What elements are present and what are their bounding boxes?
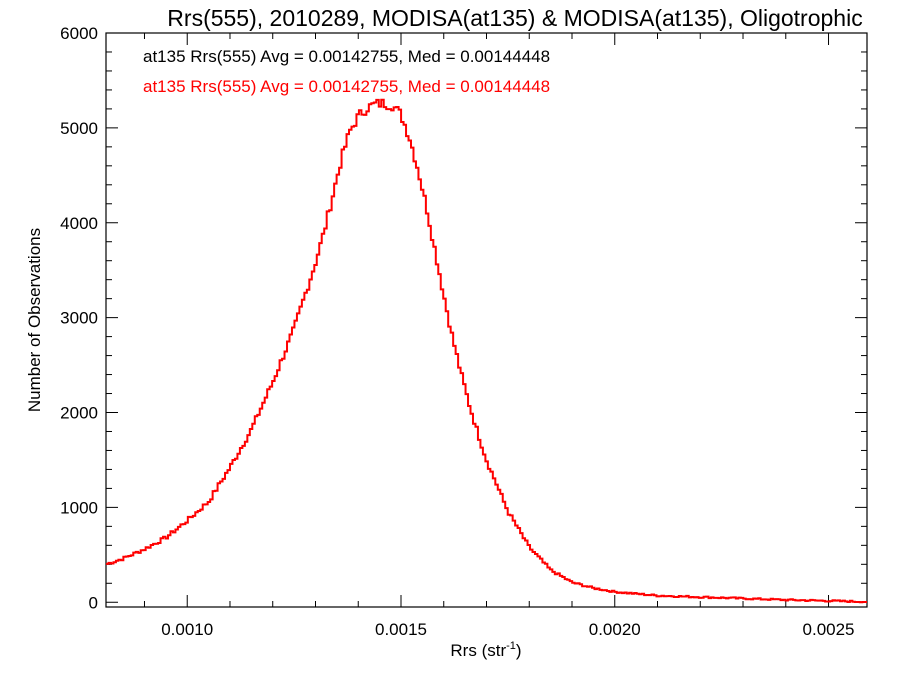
x-axis-label-superscript: -1 — [506, 640, 516, 652]
x-tick-label: 0.0025 — [803, 620, 855, 639]
y-tick-label: 3000 — [60, 309, 98, 328]
plot-axes: 0.0010 0.0015 0.0020 0.0025 0 1000 2000 3000 400… — [60, 24, 868, 639]
annotation-black: at135 Rrs(555) Avg = 0.00142755, Med = 0… — [143, 47, 550, 66]
x-axis-label-close: ) — [516, 641, 522, 660]
x-axis-label: Rrs (str-1) — [450, 640, 521, 660]
y-tick-label: 4000 — [60, 214, 98, 233]
y-axis-label: Number of Observations — [25, 228, 44, 412]
y-tick-label: 0 — [89, 593, 98, 612]
histogram-series-line — [106, 98, 867, 604]
series-group — [106, 98, 867, 604]
annotation-red: at135 Rrs(555) Avg = 0.00142755, Med = 0… — [143, 77, 550, 96]
x-axis-label-main: Rrs (str — [450, 641, 506, 660]
y-tick-label: 1000 — [60, 498, 98, 517]
x-tick-label: 0.0010 — [161, 620, 213, 639]
chart-title: Rrs(555), 2010289, MODISA(at135) & MODIS… — [167, 5, 862, 31]
y-tick-label: 5000 — [60, 119, 98, 138]
plot-frame — [105, 32, 868, 608]
x-tick-label: 0.0015 — [375, 620, 427, 639]
y-tick-label: 2000 — [60, 404, 98, 423]
x-tick-label: 0.0020 — [589, 620, 641, 639]
y-tick-label: 6000 — [60, 24, 98, 43]
